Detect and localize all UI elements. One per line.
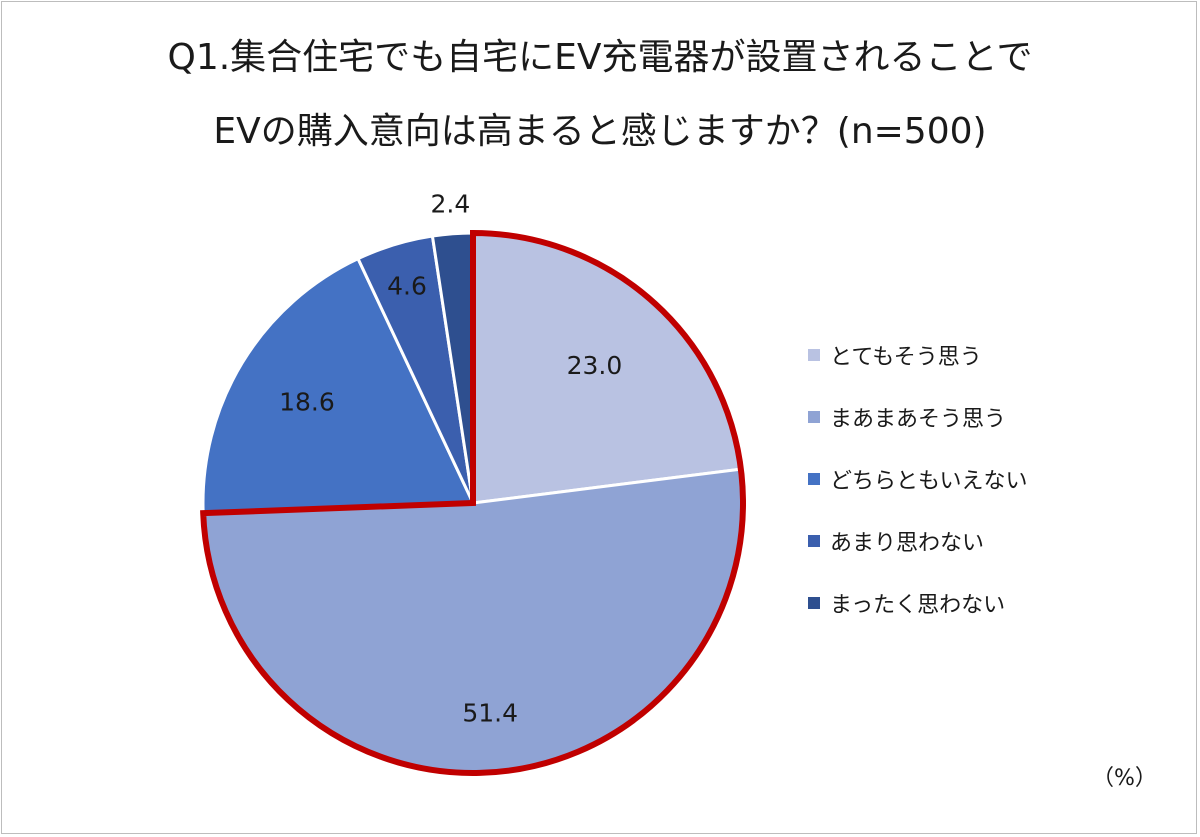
legend-label-1: まあまあそう思う bbox=[830, 407, 1007, 432]
data-label-2: 18.6 bbox=[279, 387, 335, 416]
legend-swatch-2 bbox=[808, 473, 820, 485]
legend-swatch-1 bbox=[808, 411, 820, 423]
legend-label-4: まったく思わない bbox=[830, 593, 1006, 618]
chart-title-line-1: Q1.集合住宅でも自宅にEV充電器が設置されることで bbox=[167, 37, 1033, 78]
legend-label-2: どちらともいえない bbox=[830, 469, 1028, 494]
pie-slice-1 bbox=[201, 467, 745, 775]
legend-label-3: あまり思わない bbox=[830, 531, 985, 556]
legend-swatch-4 bbox=[808, 597, 820, 609]
pie-slice-2 bbox=[201, 256, 476, 515]
legend-swatch-0 bbox=[808, 349, 820, 361]
highlight-outline bbox=[200, 229, 746, 776]
legend-swatch-3 bbox=[808, 535, 820, 547]
legend-item-3: あまり思わない bbox=[808, 526, 984, 556]
data-label-0: 23.0 bbox=[567, 351, 623, 380]
data-label-1: 51.4 bbox=[462, 698, 518, 727]
legend-item-2: どちらともいえない bbox=[808, 464, 1028, 494]
data-label-3: 4.6 bbox=[387, 272, 427, 301]
data-label-4: 2.4 bbox=[431, 190, 471, 219]
legend-item-4: まったく思わない bbox=[808, 588, 1005, 618]
legend-item-1: まあまあそう思う bbox=[808, 402, 1006, 432]
chart-title-line-2: EVの購入意向は高まると感じますか？(n=500) bbox=[213, 111, 987, 152]
legend-item-0: とてもそう思う bbox=[808, 340, 982, 370]
legend-label-0: とてもそう思う bbox=[830, 345, 982, 370]
unit-label: （%） bbox=[1092, 766, 1157, 791]
